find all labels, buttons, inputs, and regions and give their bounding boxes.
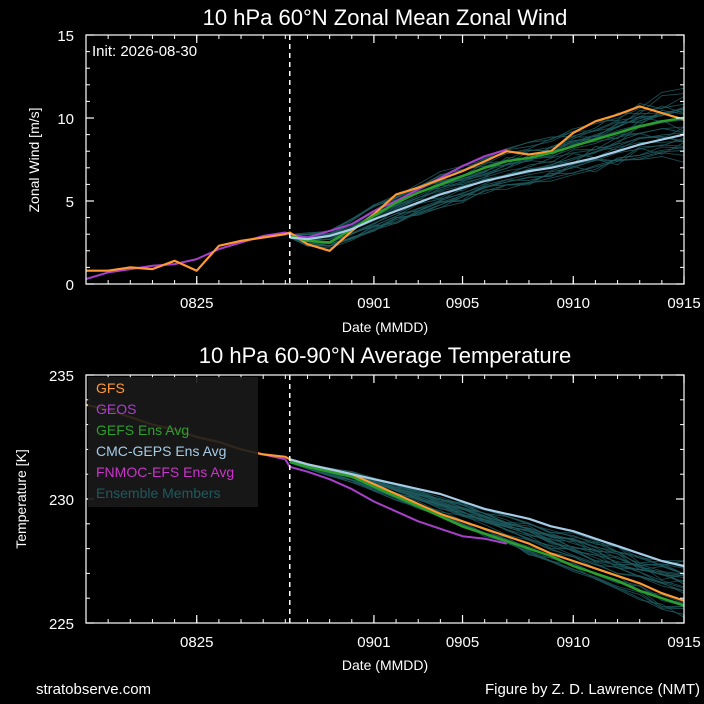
x-tick-label: 0825 — [180, 634, 213, 651]
ensemble-member-line — [289, 146, 684, 245]
y-tick-label: 10 — [57, 111, 74, 128]
y-tick-label: 0 — [66, 277, 74, 294]
x-tick-label: 0910 — [557, 634, 590, 651]
ensemble-member-line — [289, 462, 684, 589]
footer-site: stratobserve.com — [36, 681, 151, 698]
plot-area — [86, 87, 684, 280]
ensemble-member-line — [289, 108, 684, 236]
x-tick-label: 0901 — [357, 295, 390, 312]
ensemble-member-line — [289, 156, 684, 249]
zonal-wind-title: 10 hPa 60°N Zonal Mean Zonal Wind — [203, 5, 568, 30]
x-tick-label: 0905 — [446, 634, 479, 651]
y-tick-label: 235 — [49, 368, 74, 385]
ensemble-member-line — [289, 106, 684, 236]
legend-entry-gefs-ens-avg: GEFS Ens Avg — [96, 422, 189, 438]
x-tick-label: 0905 — [446, 295, 479, 312]
ensemble-member-line — [289, 127, 684, 241]
gefs-ens-avg-line — [289, 460, 684, 607]
zonal-wind-panel: 10 hPa 60°N Zonal Mean Zonal Wind Init: … — [26, 5, 701, 335]
temperature-ylabel: Temperature [K] — [13, 449, 29, 549]
zonal-wind-ylabel: Zonal Wind [m/s] — [26, 107, 42, 212]
footer-credit: Figure by Z. D. Lawrence (NMT) — [485, 681, 700, 698]
legend-entry-ensemble-members: Ensemble Members — [96, 485, 221, 501]
legend: GFS GEOS GEFS Ens Avg CMC-GEPS Ens Avg FNMOC… — [88, 377, 258, 507]
y-tick-label: 230 — [49, 492, 74, 509]
ensemble-member-line — [289, 142, 684, 248]
zonal-wind-xlabel: Date (MMDD) — [342, 319, 428, 335]
temperature-panel: 10 hPa 60-90°N Average Temperature Date … — [13, 343, 701, 673]
legend-entry-gfs: GFS — [96, 380, 125, 396]
geos-line — [86, 148, 508, 280]
axes-frame — [85, 34, 685, 285]
cmc-geps-ens-avg-line — [289, 133, 684, 241]
gfs-line — [86, 105, 684, 272]
ensemble-member-line — [289, 144, 684, 247]
x-tick-label: 0915 — [667, 634, 700, 651]
ensemble-member-line — [289, 87, 684, 236]
temperature-title: 10 hPa 60-90°N Average Temperature — [199, 343, 571, 368]
x-tick-label: 0825 — [180, 295, 213, 312]
x-tick-label: 0910 — [557, 295, 590, 312]
temperature-xlabel: Date (MMDD) — [342, 657, 428, 673]
y-tick-label: 5 — [66, 194, 74, 211]
legend-entry-geos: GEOS — [96, 401, 136, 417]
y-tick-label: 15 — [57, 28, 74, 45]
legend-entry-cmc-geps-ens-avg: CMC-GEPS Ens Avg — [96, 443, 226, 459]
ensemble-member-line — [289, 462, 684, 609]
y-tick-label: 225 — [49, 616, 74, 633]
init-date-annotation: Init: 2026-08-30 — [92, 43, 197, 60]
x-tick-label: 0915 — [667, 295, 700, 312]
legend-box — [88, 377, 258, 507]
x-tick-label: 0901 — [357, 634, 390, 651]
legend-entry-fnmoc-efs-ens-avg: FNMOC-EFS Ens Avg — [96, 464, 234, 480]
ensemble-member-line — [289, 103, 684, 236]
cmc-geps-ens-avg-line — [289, 458, 684, 568]
